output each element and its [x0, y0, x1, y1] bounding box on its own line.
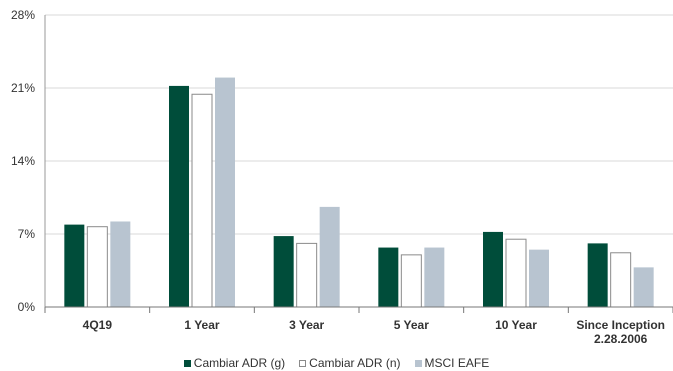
x-axis: 4Q19 1 Year 3 Year 5 Year 10 Year Since Incep…: [44, 306, 673, 346]
bars: [64, 77, 654, 308]
bar: [505, 238, 527, 308]
bar: [296, 242, 318, 308]
x-tick-label: 10 Year: [495, 318, 537, 332]
x-tick-label: 1 Year: [184, 318, 219, 332]
bar: [424, 247, 445, 307]
legend-label: Cambiar ADR (g): [193, 356, 286, 370]
bar: [587, 243, 608, 307]
y-tick-label: 7%: [18, 227, 36, 241]
bar: [86, 226, 108, 308]
bar: [378, 247, 399, 307]
y-axis: 0% 7% 14% 21% 28%: [11, 8, 46, 314]
bar: [273, 236, 294, 307]
bar: [191, 93, 213, 308]
legend-item-cambiar-adr-g: Cambiar ADR (g): [183, 356, 286, 370]
bar: [110, 221, 131, 307]
legend-swatch: [414, 359, 422, 367]
bar: [400, 254, 422, 308]
legend-item-msci-eafe: MSCI EAFE: [414, 356, 490, 370]
x-tick-label: Since Inception 2.28.2006: [576, 318, 665, 346]
y-tick-label: 21%: [11, 81, 35, 95]
bar: [169, 85, 189, 308]
x-tick-label: 3 Year: [289, 318, 324, 332]
x-tick-label: 4Q19: [83, 318, 113, 332]
legend: Cambiar ADR (g) Cambiar ADR (n) MSCI EAF…: [0, 355, 673, 371]
bar: [483, 231, 503, 307]
bar: [633, 267, 654, 307]
gridlines: [45, 14, 673, 235]
legend-swatch: [183, 359, 191, 367]
bar: [610, 252, 632, 308]
bar: [64, 224, 85, 307]
bar: [529, 249, 549, 307]
legend-swatch: [299, 359, 307, 367]
x-tick-label: 5 Year: [394, 318, 429, 332]
legend-item-cambiar-adr-n: Cambiar ADR (n): [299, 356, 401, 370]
bar: [319, 206, 340, 307]
legend-label: Cambiar ADR (n): [309, 356, 401, 370]
bar: [215, 77, 235, 307]
y-tick-label: 28%: [11, 8, 35, 22]
legend-label: MSCI EAFE: [424, 356, 490, 370]
y-tick-label: 0%: [18, 300, 36, 314]
y-tick-label: 14%: [11, 154, 35, 168]
